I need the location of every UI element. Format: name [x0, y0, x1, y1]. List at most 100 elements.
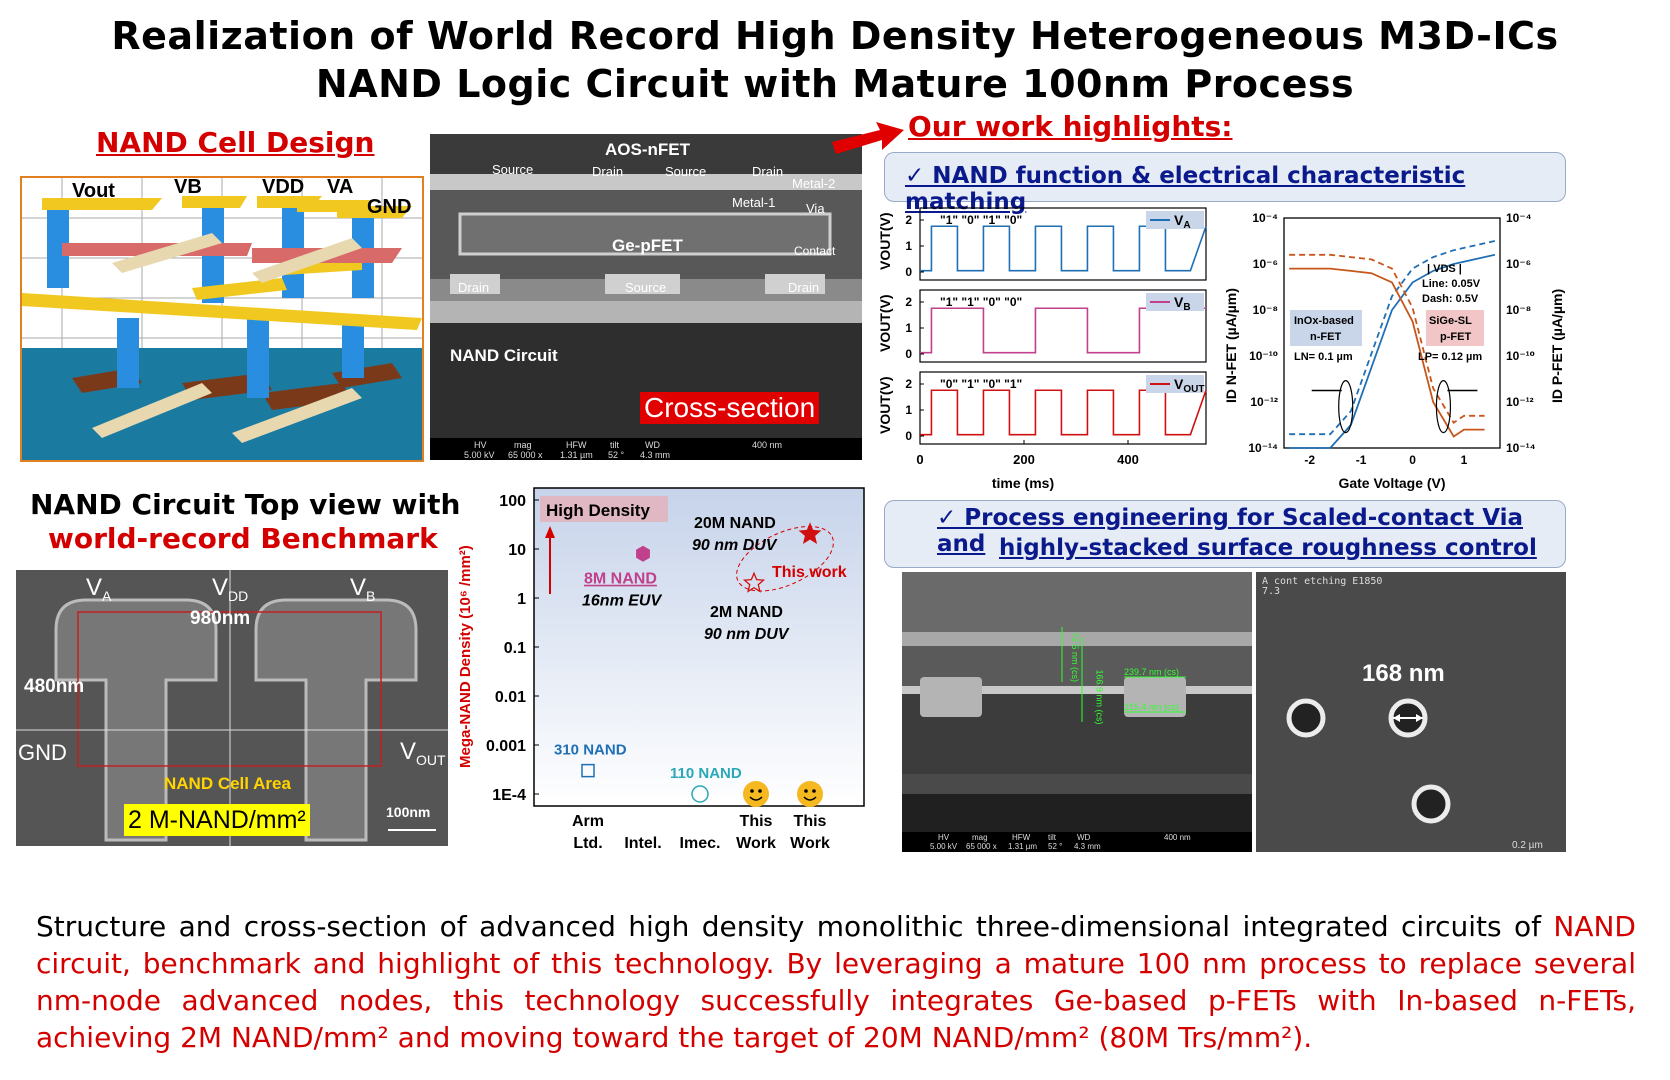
top-view-vb-sub: B	[366, 587, 376, 604]
via-info-tilt: tilt	[1048, 833, 1056, 842]
via-info-hfw-value: 1.31 µm	[1008, 842, 1038, 851]
wave-ytick: 1	[905, 239, 912, 253]
bm-point-imec	[691, 785, 709, 803]
wave-ytick: 2	[905, 213, 912, 227]
bm-ytick: 1E-4	[492, 787, 526, 804]
bm-smiley-eye	[758, 789, 762, 793]
wave-ytick: 2	[905, 295, 912, 309]
width-980nm: 980nm	[190, 608, 251, 629]
tc-ylabel-right: ID P-FET (µA/µm)	[1549, 289, 1565, 403]
measure-2: 166.9 nm (cs)	[1094, 669, 1105, 725]
measure-4: 215.4 nm (cs)	[1124, 702, 1180, 712]
top-view-drawing	[16, 570, 448, 846]
label-aos-nfet: AOS-nFET	[605, 140, 690, 159]
tc-ytick-right: 10⁻⁴	[1506, 211, 1532, 225]
hole-size-label: 168 nm	[1362, 660, 1445, 687]
via-info-hv: HV	[938, 833, 950, 842]
info-wd-value: 4.3 mm	[640, 450, 671, 460]
label-vdd: VDD	[262, 176, 305, 198]
wave-xtick: 400	[1117, 452, 1139, 467]
info-hfw: HFW	[566, 440, 587, 450]
tc-nfet-ellipse	[1338, 380, 1354, 434]
bm-xtick-2: Intel.	[624, 835, 661, 852]
bm-label-2m-2: 90 nm DUV	[704, 626, 790, 643]
label-ge-pfet: Ge-pFET	[612, 236, 683, 255]
tc-ytick-left: 10⁻¹²	[1250, 395, 1278, 409]
via-sem-layers	[902, 572, 1252, 852]
etch-label: A cont etching E1850	[1262, 576, 1383, 587]
bm-label-arm: 310 NAND	[554, 742, 627, 759]
cell-design-figure: Vout VB VDD VA GND	[20, 176, 424, 462]
caption-red: NAND circuit, benchmark and highlight of…	[36, 910, 1636, 1054]
top-view-vout: VOUT	[400, 738, 446, 768]
tc-pfet-label-2: p-FET	[1440, 331, 1471, 343]
tc-series-n-FET	[1289, 253, 1496, 449]
highlight-box-1-text: ✓ NAND function & electrical characteris…	[905, 163, 1466, 215]
info-hv: HV	[474, 440, 487, 450]
label-bottom-drain-1: Drain	[458, 280, 490, 295]
transfer-curve-chart: 10⁻⁴ 10⁻⁴ 10⁻⁶ 10⁻⁶ 10⁻⁸ 10⁻⁸ 10⁻¹⁰ 10⁻¹⁰ 10⁻¹² 1…	[1223, 211, 1565, 491]
bm-smiley-icon-0	[743, 781, 769, 807]
bm-point-intel	[636, 545, 650, 562]
highlight-box-2-line-2: highly-stacked surface roughness control	[999, 535, 1537, 561]
wave-pattern-label: "1" "0" "1" "0"	[940, 213, 1022, 227]
wave-legend-bg	[1146, 375, 1204, 393]
top-view-vb: VB	[350, 574, 375, 604]
top-view-heading-2: world-record Benchmark	[48, 522, 438, 555]
label-metal1: Metal-1	[732, 195, 776, 210]
bm-arrow-head	[545, 526, 555, 538]
tc-ytick-left: 10⁻⁶	[1253, 257, 1278, 271]
top-view-va: VA	[86, 574, 111, 604]
wave-xtick: 0	[916, 452, 923, 467]
wave-ytick: 0	[905, 429, 912, 443]
tc-line-label: Line: 0.05V	[1422, 278, 1481, 290]
bm-ytick: 0.01	[495, 689, 526, 706]
tc-pfet-label-1: SiGe-SL	[1429, 315, 1472, 327]
benchmark-chart: 100 10 1 0.1 0.01 0.001 1E-4 Mega-NAND Density …	[457, 487, 865, 852]
bm-ylabel: Mega-NAND Density (10⁶ /mm²)	[457, 545, 474, 768]
wave-legend-bg	[1146, 293, 1204, 311]
highlight-box-2: ✓ Process engineering for Scaled-contact…	[884, 500, 1566, 568]
bm-ytick: 100	[499, 493, 526, 510]
top-view-scale: 100nm	[386, 804, 431, 820]
bm-smiley-mouth	[749, 796, 763, 801]
wave-ytick: 2	[905, 377, 912, 391]
tc-xlabel: Gate Voltage (V)	[1338, 475, 1445, 491]
wave-ylabel: VOUT(V)	[877, 376, 893, 434]
bm-ytick: 1	[517, 591, 526, 608]
tc-ytick-right: 10⁻¹⁰	[1506, 349, 1535, 363]
bm-smiley-eye	[812, 789, 816, 793]
tc-ytick-right: 10⁻¹⁴	[1506, 441, 1536, 455]
tc-ytick-left: 10⁻⁴	[1252, 211, 1278, 225]
bm-xtick: This	[740, 813, 773, 830]
via-info-hv-value: 5.00 kV	[930, 842, 958, 851]
tc-ytick-right: 10⁻⁸	[1506, 303, 1531, 317]
tc-xtick: 1	[1461, 453, 1468, 467]
via-info-mag: mag	[972, 833, 988, 842]
info-tilt-value: 52 °	[608, 450, 625, 460]
tc-ytick-right: 10⁻¹²	[1506, 395, 1534, 409]
via-info-wd: WD	[1077, 833, 1091, 842]
figure-caption: Structure and cross-section of advanced …	[36, 908, 1636, 1056]
page-title: Realization of World Record High Density…	[0, 12, 1670, 108]
via-info-tilt-value: 52 °	[1048, 842, 1063, 851]
tc-nfet-label-3: LN= 0.1 µm	[1294, 351, 1353, 363]
label-via: Via	[806, 201, 825, 216]
top-view-gnd: GND	[18, 740, 67, 765]
sem-info-bar: HV 5.00 kV mag 65 000 x HFW 1.31 µm tilt…	[430, 438, 862, 460]
info-hv-value: 5.00 kV	[464, 450, 495, 460]
caption-black: Structure and cross-section of advanced …	[36, 910, 1541, 943]
via-info-mag-value: 65 000 x	[966, 842, 997, 851]
top-view-vdd-main: V	[212, 574, 229, 601]
wave-ytick: 0	[905, 347, 912, 361]
bm-point-this-work-2m	[742, 571, 766, 593]
bm-smiley-icon-1	[797, 781, 823, 807]
tc-dash-label: Dash: 0.5V	[1422, 293, 1479, 305]
bm-xtick-2: Work	[736, 835, 776, 852]
wave-legend-bg	[1146, 211, 1204, 229]
highlights-heading: Our work highlights:	[908, 110, 1233, 143]
label-contact: Contact	[794, 244, 836, 258]
cell-design-heading: NAND Cell Design	[96, 126, 375, 159]
highlight-box-1: ✓ NAND function & electrical characteris…	[884, 152, 1566, 215]
